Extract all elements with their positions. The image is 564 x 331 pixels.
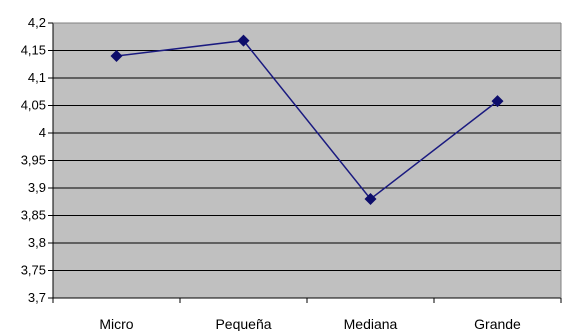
data-point <box>364 193 377 205</box>
y-tick-label: 3,95 <box>21 153 46 168</box>
y-tick-label: 3,75 <box>21 263 46 278</box>
data-point <box>237 34 250 47</box>
y-tick-label: 4,05 <box>21 98 46 113</box>
y-tick-label: 4 <box>39 125 46 140</box>
x-tick-label: Grande <box>474 316 521 331</box>
x-tick-label: Pequeña <box>215 316 271 331</box>
series <box>110 34 504 205</box>
series-line <box>116 39 498 201</box>
x-tick-labels: Micro Pequeña Mediana Grande <box>99 316 521 331</box>
y-tick-label: 3,7 <box>28 290 46 305</box>
y-tick-label: 3,9 <box>28 180 46 195</box>
y-tick-label: 4,2 <box>28 15 46 30</box>
y-tick-label: 3,85 <box>21 208 46 223</box>
y-tick-label: 3,8 <box>28 235 46 250</box>
y-tick-label: 4,15 <box>21 43 46 58</box>
x-tick-label: Mediana <box>344 316 398 331</box>
data-point <box>491 95 504 108</box>
axes <box>52 22 562 303</box>
data-point <box>110 50 123 62</box>
y-tick-labels: 3,7 3,75 3,8 3,85 3,9 3,95 4 4,05 4,1 4,15 4,2 <box>21 15 46 305</box>
y-tick-label: 4,1 <box>28 70 46 85</box>
x-tick-label: Micro <box>99 316 133 331</box>
